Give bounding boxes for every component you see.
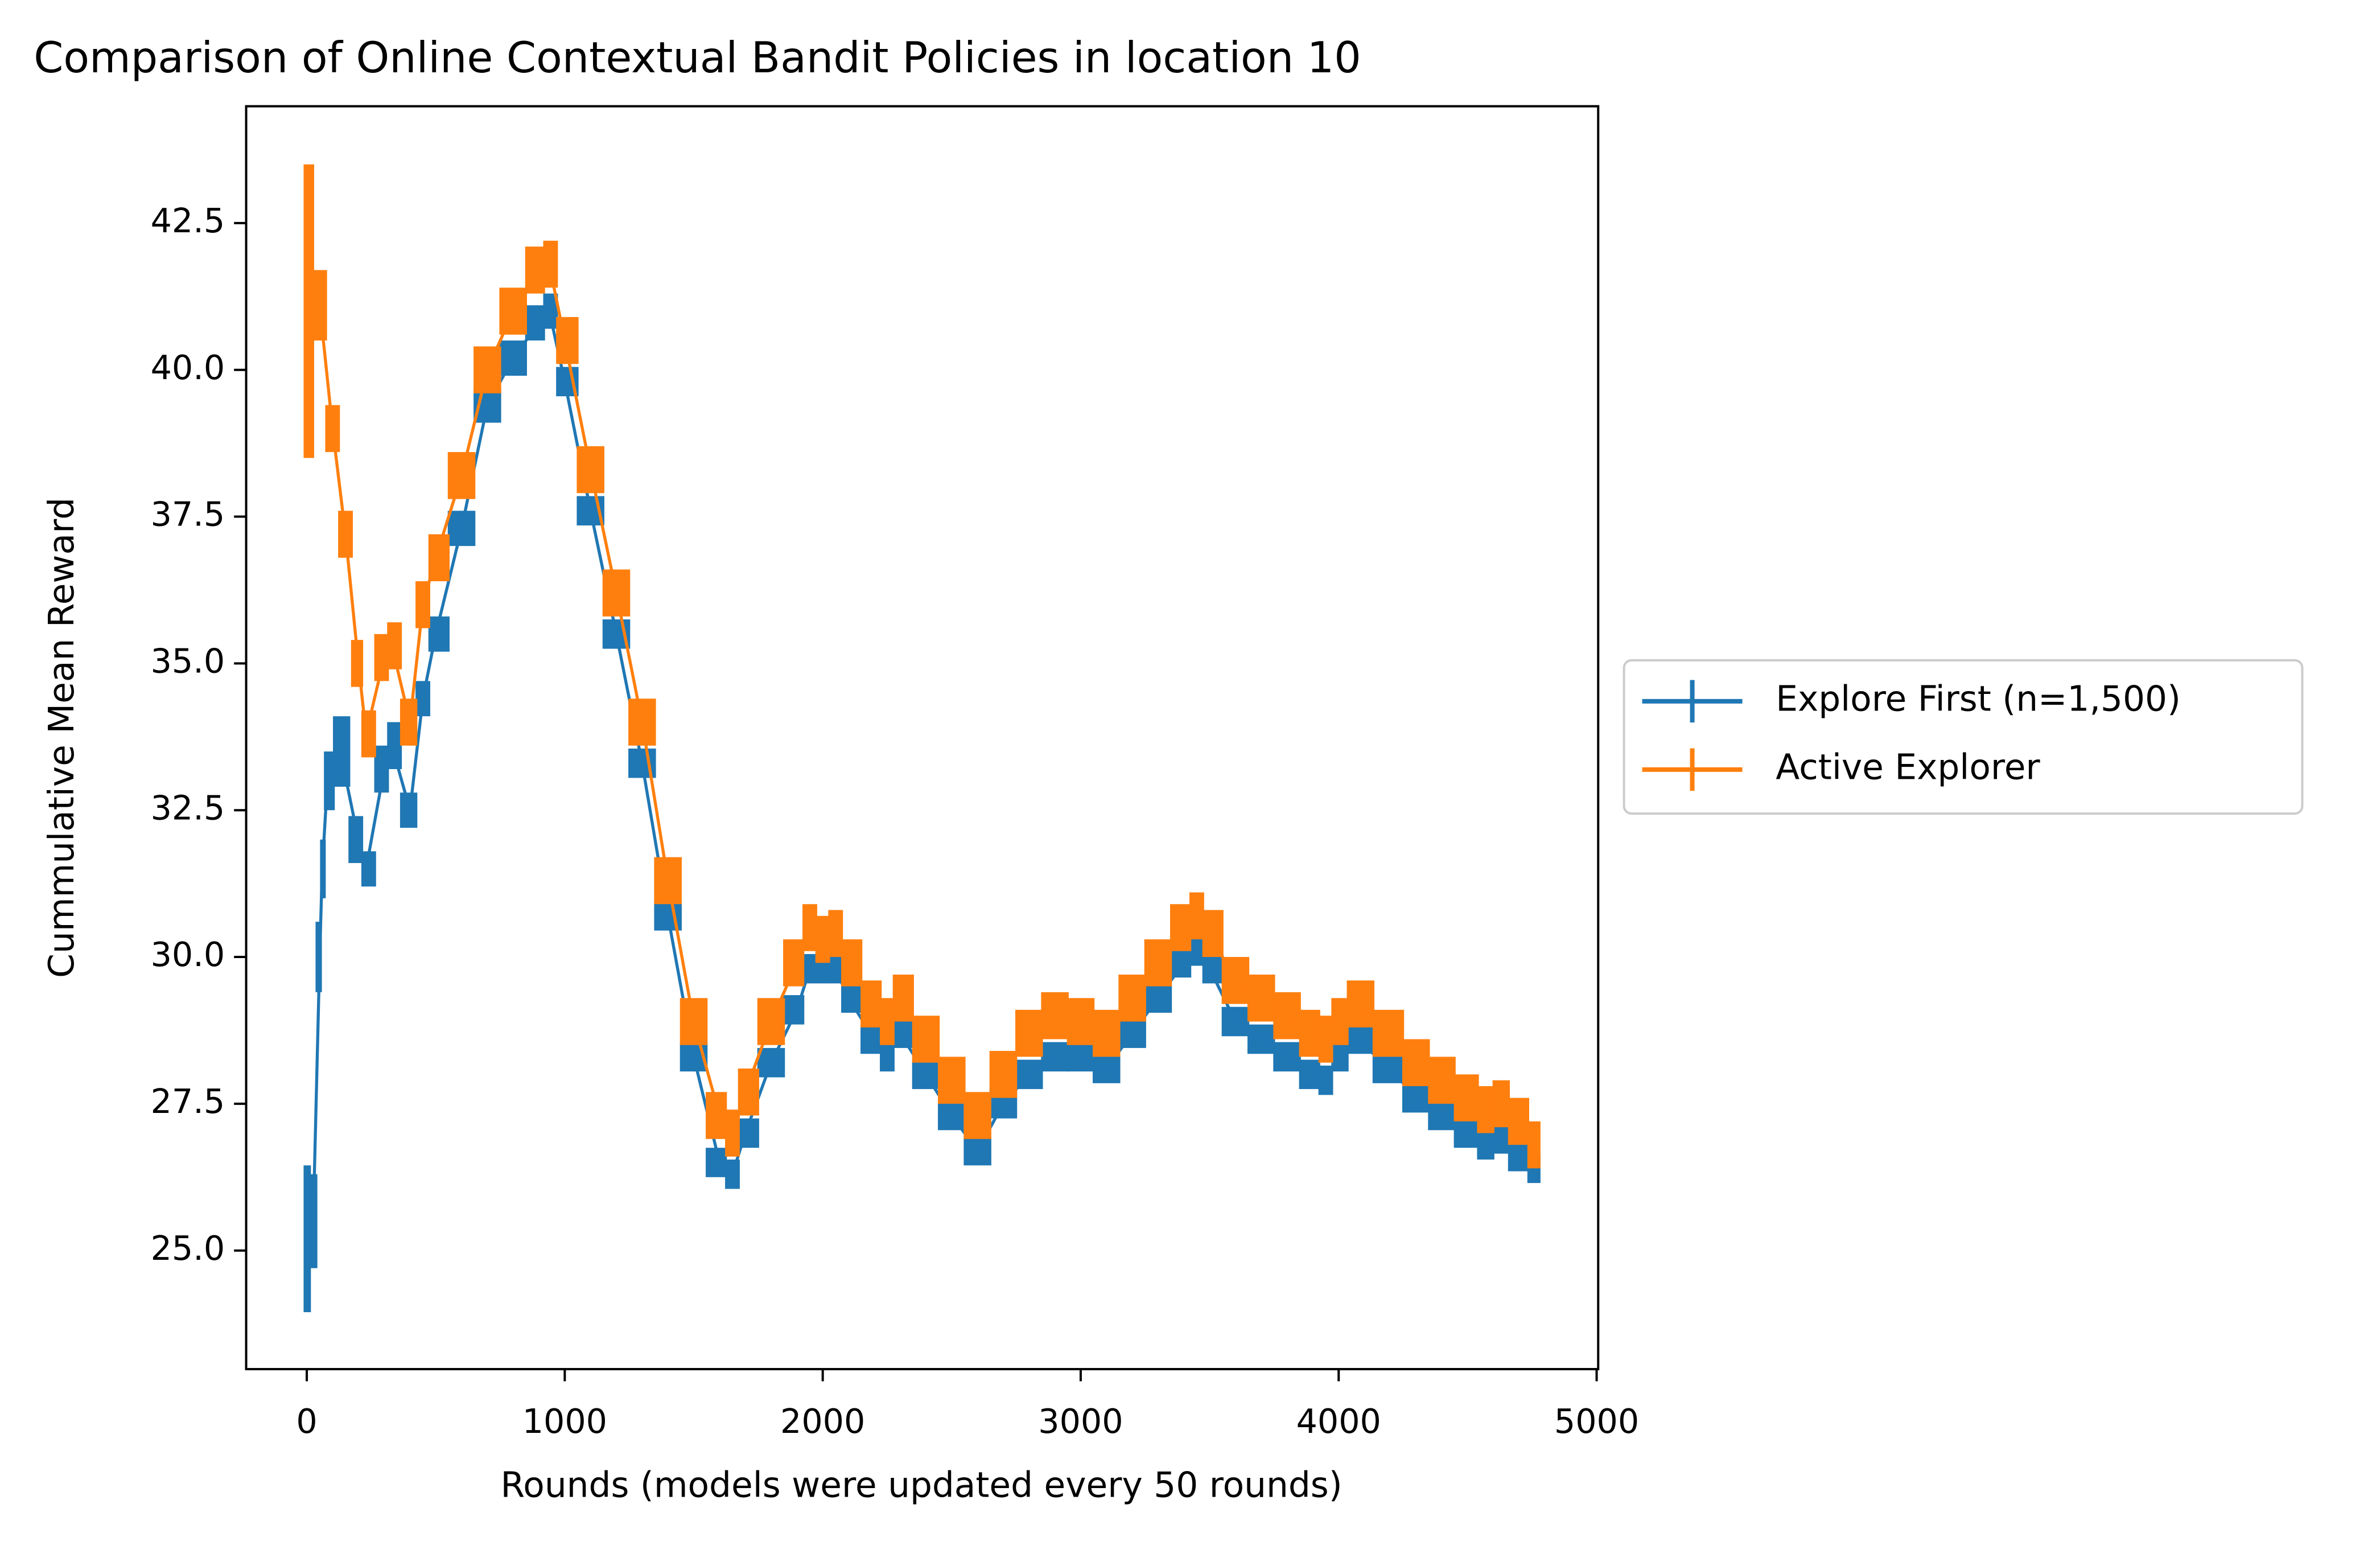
error-band xyxy=(1492,1080,1510,1128)
series-line xyxy=(306,261,1539,1146)
error-band xyxy=(1347,980,1375,1028)
legend-label: Explore First (n=1,500) xyxy=(1776,679,2181,719)
x-tick-label: 2000 xyxy=(780,1402,865,1441)
y-tick-label: 40.0 xyxy=(151,348,225,387)
x-tick-label: 3000 xyxy=(1038,1402,1123,1441)
y-tick-label: 42.5 xyxy=(151,202,225,240)
plot-area xyxy=(303,164,1541,1312)
x-tick-label: 1000 xyxy=(522,1402,607,1441)
error-band xyxy=(783,939,805,987)
y-tick-label: 30.0 xyxy=(151,935,225,974)
y-tick-label: 37.5 xyxy=(151,495,225,534)
chart-title: Comparison of Online Contextual Bandit P… xyxy=(34,33,1361,83)
error-band xyxy=(860,1024,882,1054)
error-band xyxy=(387,722,402,770)
error-band xyxy=(1170,948,1192,978)
y-tick-label: 27.5 xyxy=(151,1082,225,1121)
axes-frame xyxy=(245,105,1600,1371)
y-axis-label: Cummulative Mean Reward xyxy=(42,498,82,978)
legend-label: Active Explorer xyxy=(1776,747,2040,787)
error-band xyxy=(525,305,545,341)
legend: Explore First (n=1,500) Active Explorer xyxy=(1623,659,2304,815)
y-tick-label: 35.0 xyxy=(151,642,225,680)
error-band xyxy=(1527,1121,1541,1169)
y-tick-label: 25.0 xyxy=(151,1229,225,1268)
error-band xyxy=(1299,1009,1320,1057)
error-band xyxy=(1299,1059,1320,1090)
y-tick-label: 32.5 xyxy=(151,788,225,827)
x-tick-label: 4000 xyxy=(1296,1402,1381,1441)
error-band xyxy=(1492,1124,1510,1154)
x-tick-label: 0 xyxy=(296,1402,317,1441)
x-axis-label: Rounds (models were updated every 50 rou… xyxy=(500,1465,1342,1506)
legend-box xyxy=(1623,659,2304,815)
error-band xyxy=(1202,954,1224,984)
x-tick-label: 5000 xyxy=(1554,1402,1639,1441)
